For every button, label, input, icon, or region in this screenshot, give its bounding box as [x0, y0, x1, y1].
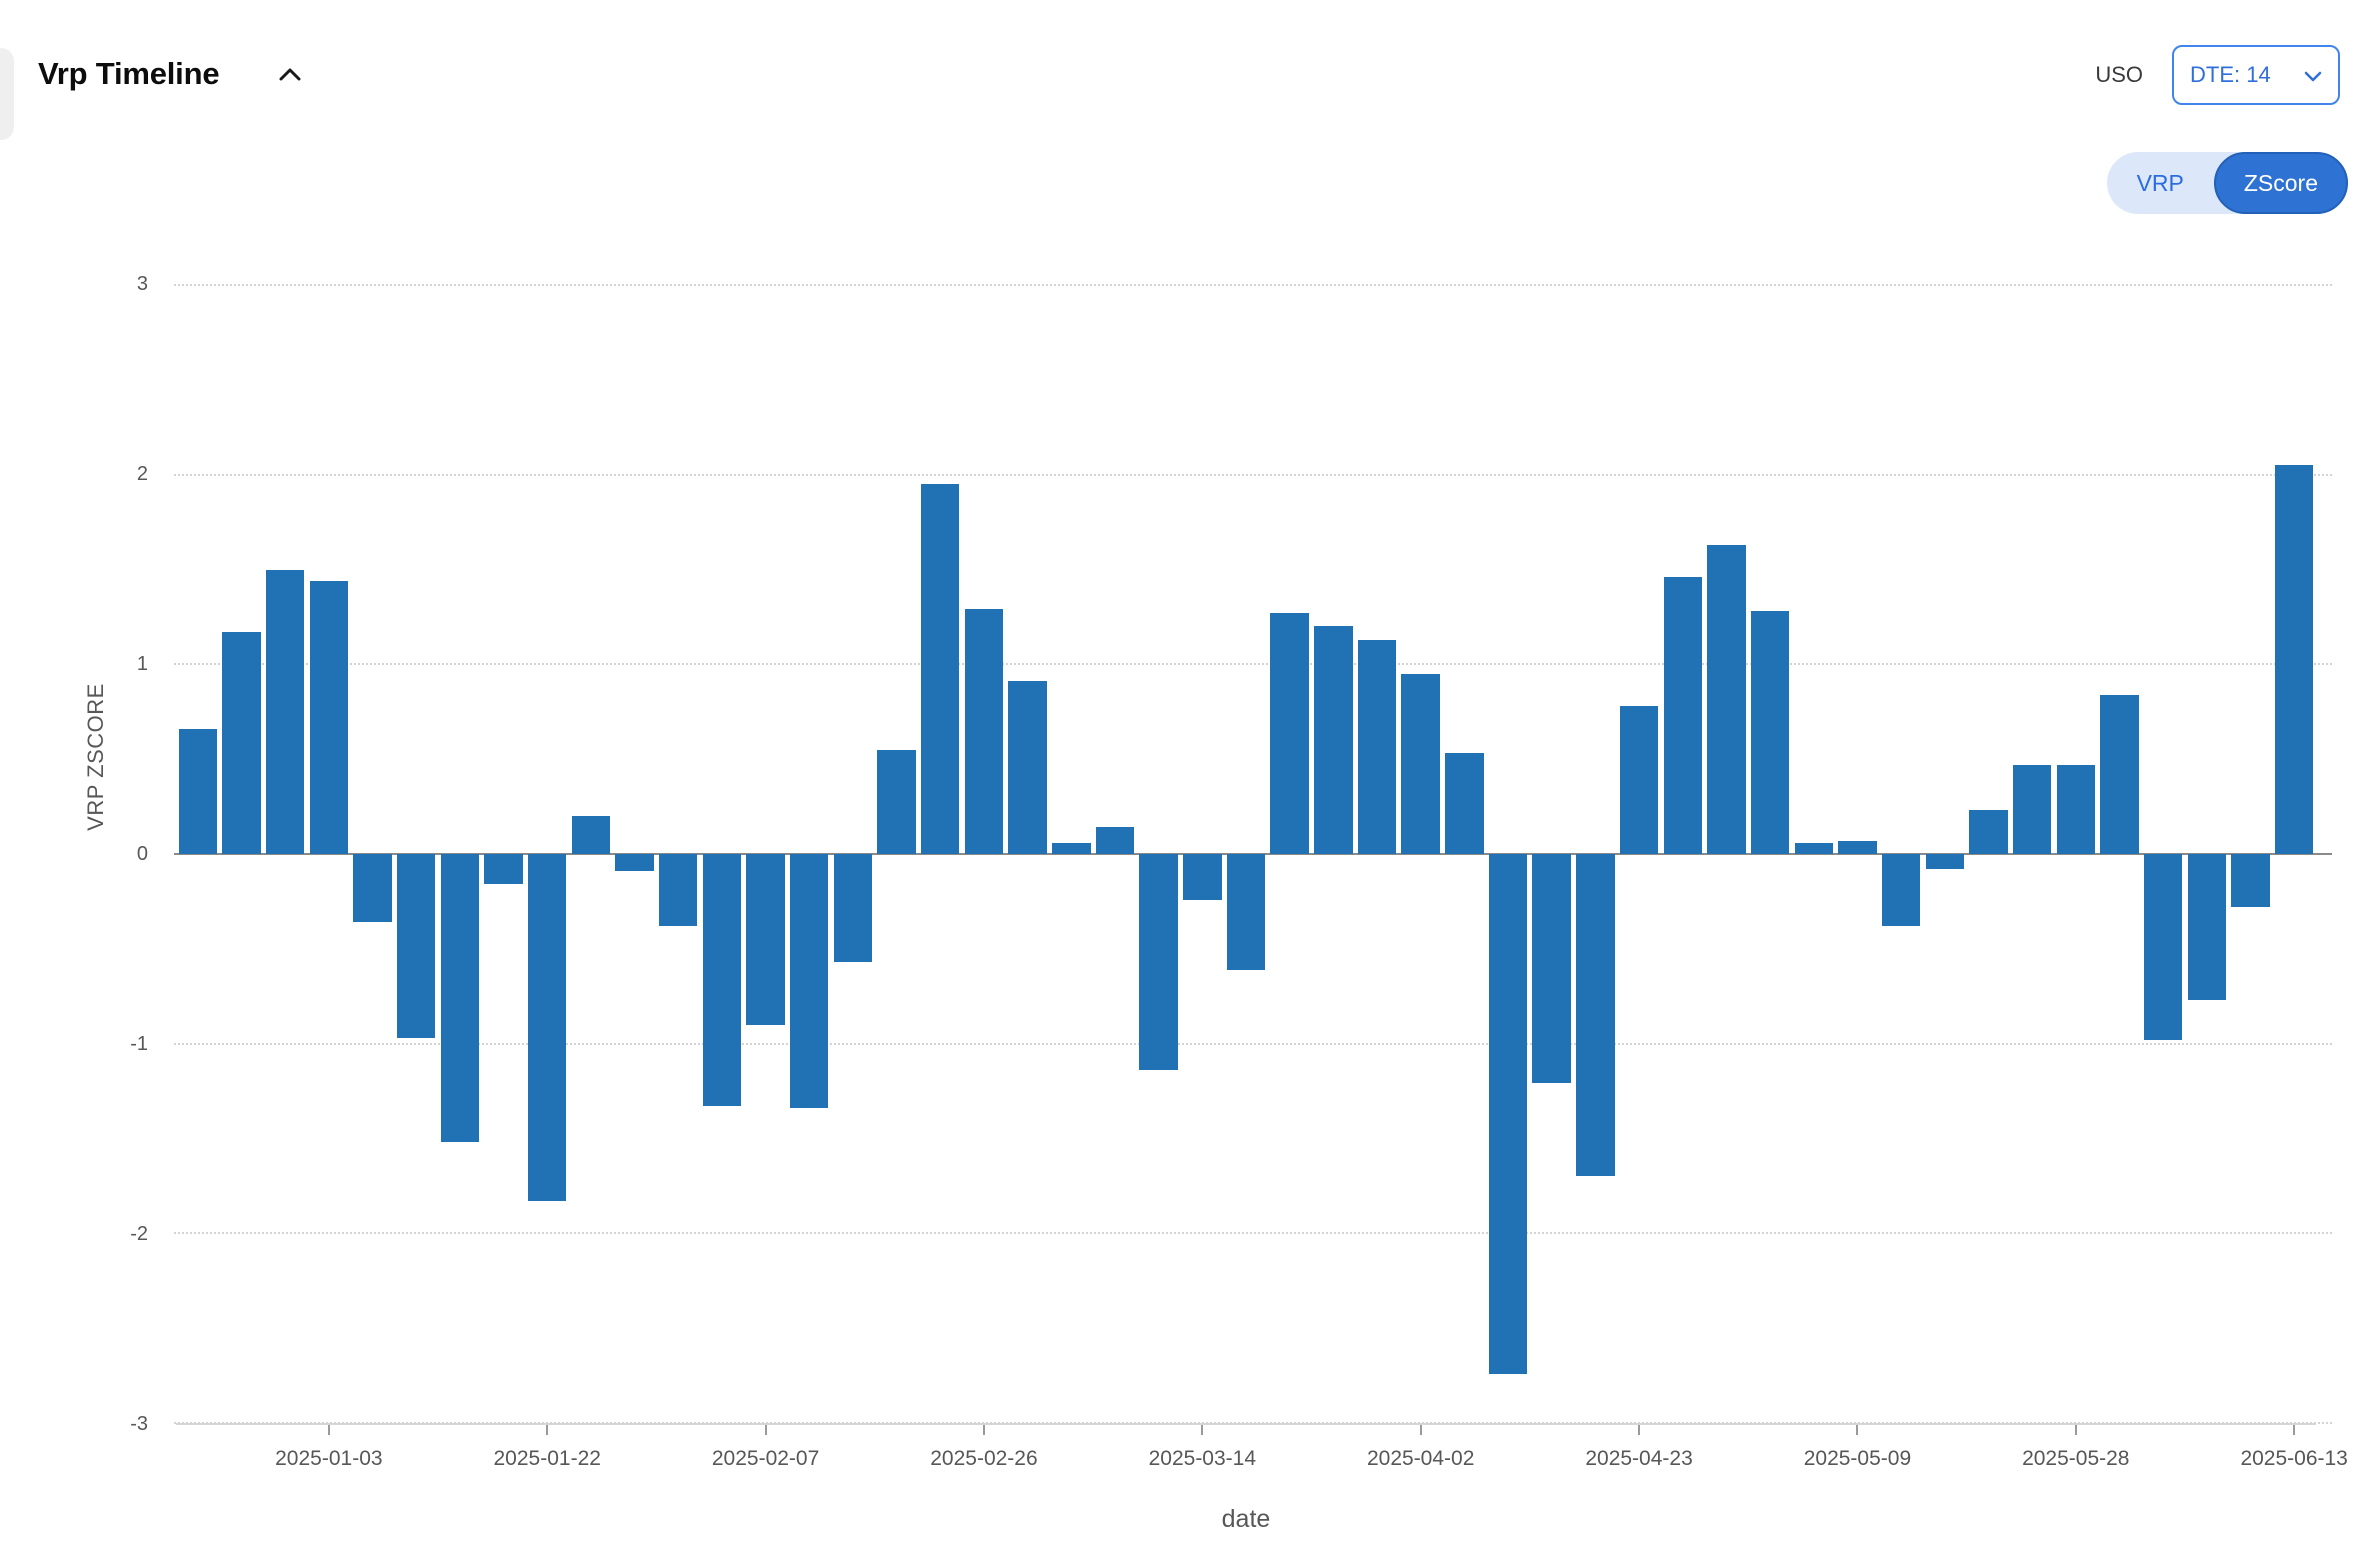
bar[interactable] [2274, 465, 2314, 854]
gridline [174, 1422, 2332, 1424]
symbol-label: USO [2095, 62, 2143, 87]
x-tick-mark [2293, 1425, 2296, 1435]
bar[interactable] [1532, 854, 1571, 1084]
bar[interactable] [1750, 611, 1790, 854]
chevron-up-icon [278, 68, 302, 85]
dte-select-value: DTE: 14 [2190, 62, 2271, 87]
x-tick-mark [1419, 1425, 1422, 1435]
bar[interactable] [1838, 840, 1877, 854]
x-tick-label: 2025-03-14 [1148, 1447, 1257, 1470]
bar[interactable] [353, 854, 392, 923]
bar[interactable] [1357, 639, 1397, 854]
x-tick-label: 2025-06-13 [2240, 1447, 2348, 1470]
bar[interactable] [440, 854, 480, 1143]
bar[interactable] [1488, 854, 1528, 1374]
bar[interactable] [2012, 764, 2052, 854]
gridline [174, 284, 2332, 286]
bar[interactable] [1663, 577, 1702, 854]
y-tick-label: 2 [136, 463, 148, 486]
x-tick-label: 2025-01-03 [275, 1447, 383, 1470]
bar[interactable] [528, 854, 567, 1202]
y-tick-label: 1 [136, 653, 148, 676]
dte-select[interactable]: DTE: 14 [2172, 45, 2340, 105]
bar[interactable] [2231, 854, 2270, 908]
bar[interactable] [1619, 706, 1659, 854]
bar[interactable] [1445, 753, 1484, 854]
bar[interactable] [2056, 764, 2095, 854]
y-tick-label: -2 [130, 1223, 148, 1246]
bar[interactable] [1095, 827, 1135, 854]
gridline [174, 1232, 2332, 1235]
x-tick-label: 2025-05-09 [1803, 1447, 1912, 1470]
x-tick-label: 2025-05-28 [2022, 1447, 2130, 1470]
sidebar-edge-tab [0, 48, 14, 140]
bar[interactable] [615, 854, 654, 872]
x-tick-mark [982, 1425, 985, 1435]
bar[interactable] [1401, 673, 1440, 854]
x-tick-label: 2025-01-22 [493, 1447, 601, 1470]
bar[interactable] [659, 854, 698, 927]
bar[interactable] [1969, 810, 2008, 854]
bar[interactable] [2100, 694, 2139, 854]
x-axis: 2025-01-03 2025-01-22 2025-02-07 2025-02-26… [176, 1425, 2348, 1515]
bar[interactable] [746, 854, 785, 1025]
chevron-down-icon [2304, 62, 2322, 88]
bar[interactable] [178, 728, 218, 854]
gridline [174, 663, 2332, 666]
x-tick-mark [1856, 1425, 1859, 1435]
bar[interactable] [265, 569, 305, 854]
x-tick-mark [1201, 1425, 1204, 1435]
collapse-panel-button[interactable] [277, 66, 303, 86]
plot-area [174, 284, 2332, 1425]
toggle-vrp-button[interactable]: VRP [2107, 152, 2214, 214]
toggle-zscore-button[interactable]: ZScore [2213, 152, 2348, 214]
bar[interactable] [1576, 854, 1615, 1177]
x-tick-mark [764, 1425, 767, 1435]
bar[interactable] [1270, 613, 1309, 854]
bar[interactable] [396, 854, 436, 1038]
series-toggle: VRP ZScore [2106, 152, 2348, 214]
bar[interactable] [790, 854, 829, 1109]
x-tick-mark [327, 1425, 330, 1435]
x-tick-label: 2025-02-07 [711, 1447, 820, 1470]
bar[interactable] [1925, 854, 1964, 870]
x-tick-label: 2025-02-26 [930, 1447, 1038, 1470]
bar[interactable] [2187, 854, 2227, 1001]
bar[interactable] [1139, 854, 1178, 1071]
bar[interactable] [1881, 854, 1921, 927]
x-axis-title: date [1221, 1505, 1271, 1533]
y-tick-label: 0 [136, 843, 148, 866]
bar[interactable] [1052, 842, 1091, 854]
bar[interactable] [309, 580, 349, 854]
bar[interactable] [877, 749, 916, 854]
bar[interactable] [222, 632, 261, 854]
bar[interactable] [1226, 854, 1266, 970]
x-tick-label: 2025-04-23 [1585, 1447, 1693, 1470]
bar[interactable] [1707, 544, 1746, 854]
y-tick-label: -3 [130, 1413, 148, 1436]
x-tick-label: 2025-04-02 [1366, 1447, 1475, 1470]
gridline [174, 473, 2332, 476]
page-title: Vrp Timeline [38, 56, 220, 91]
x-tick-mark [1638, 1425, 1641, 1435]
bar[interactable] [484, 854, 523, 885]
bar[interactable] [571, 816, 611, 854]
bar[interactable] [833, 854, 873, 963]
bar[interactable] [964, 609, 1004, 854]
bar[interactable] [2143, 854, 2183, 1040]
bar[interactable] [921, 484, 960, 854]
y-axis: 3 2 1 0 -1 -2 -3 [0, 273, 162, 1435]
bar[interactable] [1008, 681, 1047, 854]
bar[interactable] [702, 854, 742, 1107]
y-tick-label: 3 [136, 273, 148, 296]
x-tick-mark [546, 1425, 549, 1435]
gridline [174, 1042, 2332, 1045]
bar[interactable] [1794, 842, 1833, 854]
x-tick-mark [2074, 1425, 2077, 1435]
bar[interactable] [1183, 854, 1222, 900]
bar[interactable] [1314, 626, 1353, 854]
y-tick-label: -1 [130, 1033, 148, 1056]
